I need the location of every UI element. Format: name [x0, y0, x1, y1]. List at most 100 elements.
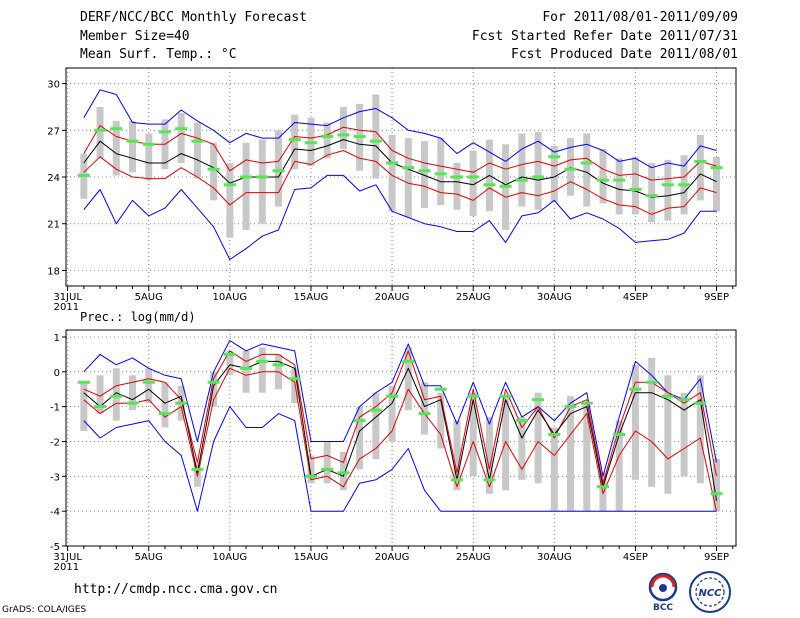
spread-box: [339, 106, 347, 149]
x-tick-label: 25AUG: [456, 292, 491, 303]
member-size: Member Size=40: [80, 29, 190, 44]
observed-marker: [548, 155, 561, 159]
observed-marker: [483, 183, 496, 187]
line-max: [83, 340, 717, 477]
observed-marker: [304, 474, 317, 478]
observed-marker: [110, 127, 123, 131]
observed-marker: [369, 408, 382, 412]
observed-marker: [596, 178, 609, 182]
observed-marker: [77, 173, 90, 177]
spread-box: [453, 420, 461, 491]
spread-box: [469, 392, 477, 477]
observed-marker: [304, 141, 317, 145]
observed-marker: [661, 394, 674, 398]
observed-marker: [110, 394, 123, 398]
spread-box: [210, 142, 218, 201]
observed-marker: [580, 161, 593, 165]
observed-marker: [337, 133, 350, 137]
spread-box: [242, 142, 250, 230]
x-tick-label: 9SEP: [704, 292, 729, 303]
spread-box: [112, 120, 120, 176]
spread-box: [567, 138, 575, 196]
observed-marker: [661, 183, 674, 187]
x-tick-label: 20AUG: [375, 552, 410, 563]
observed-marker: [515, 178, 528, 182]
spread-box: [145, 368, 153, 404]
spread-box: [534, 131, 542, 210]
observed-marker: [564, 405, 577, 409]
spread-box: [453, 162, 461, 210]
spread-box: [664, 159, 672, 221]
spread-box: [323, 122, 331, 159]
x-tick-year: 2011: [54, 302, 79, 313]
line-median: [83, 139, 717, 198]
observed-marker: [272, 169, 285, 173]
line-p10: [83, 367, 717, 512]
spread-box: [258, 347, 266, 393]
chart-title: DERF/NCC/BCC Monthly Forecast: [80, 10, 307, 25]
panel-title-precip: Prec.: log(mm/d): [80, 310, 196, 324]
spread-box: [437, 392, 445, 449]
spread-box: [356, 406, 364, 470]
x-tick-label: 4SEP: [623, 292, 648, 303]
observed-marker: [272, 363, 285, 367]
spread-box: [145, 133, 153, 181]
observed-marker: [223, 183, 236, 187]
observed-marker: [126, 401, 139, 405]
y-tick-label: 21: [47, 220, 60, 231]
line-p90: [83, 350, 717, 484]
spread-box: [388, 134, 396, 212]
spread-box: [372, 392, 380, 459]
observed-marker: [613, 433, 626, 437]
observed-marker: [353, 135, 366, 139]
spread-box: [96, 375, 104, 414]
spread-box: [550, 145, 558, 202]
observed-marker: [402, 359, 415, 363]
line-median: [83, 360, 717, 501]
spread-box: [437, 138, 445, 206]
x-tick-label: 5AUG: [135, 292, 163, 303]
observed-marker: [142, 380, 155, 384]
bcc-logo-label: BCC: [653, 603, 673, 612]
y-tick-label: 30: [47, 80, 60, 91]
observed-marker: [450, 175, 463, 179]
spread-box: [226, 162, 234, 238]
observed-marker: [450, 478, 463, 482]
ncc-logo-label: NCC: [698, 588, 722, 599]
x-tick-label: 30AUG: [537, 552, 572, 563]
spread-box: [96, 106, 104, 159]
spread-box: [518, 133, 526, 207]
spread-box: [631, 156, 639, 215]
spread-box: [583, 403, 591, 512]
spread-box: [80, 382, 88, 432]
spread-box: [648, 162, 656, 223]
spread-box: [469, 150, 477, 216]
y-tick-label: 27: [47, 126, 60, 137]
spread-box: [161, 382, 169, 428]
bcc-logo: BCC: [648, 572, 678, 612]
observed-marker: [321, 467, 334, 471]
observed-marker: [77, 380, 90, 384]
spread-box: [599, 148, 607, 204]
spread-box: [615, 420, 623, 512]
spread-box: [275, 130, 283, 207]
y-tick-label: -3: [50, 472, 60, 483]
observed-marker: [126, 139, 139, 143]
spread-box: [404, 138, 412, 218]
source-url[interactable]: http://cmdp.ncc.cma.gov.cn: [74, 582, 278, 597]
spread-box: [713, 458, 721, 512]
observed-marker: [207, 167, 220, 171]
observed-marker: [613, 178, 626, 182]
observed-marker: [483, 478, 496, 482]
observed-marker: [256, 175, 269, 179]
observed-marker: [694, 401, 707, 405]
x-tick-label: 10AUG: [213, 552, 248, 563]
spread-box: [550, 427, 558, 512]
spread-box: [323, 441, 331, 484]
observed-marker: [142, 142, 155, 146]
spread-box: [680, 392, 688, 477]
spread-box: [339, 451, 347, 491]
observed-marker: [499, 184, 512, 188]
observed-marker: [532, 398, 545, 402]
x-tick-label: 10AUG: [213, 292, 248, 303]
